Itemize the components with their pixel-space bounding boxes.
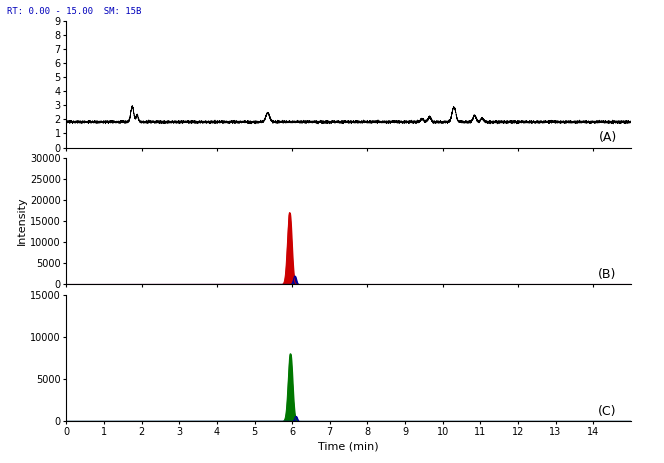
Text: (A): (A)	[598, 131, 617, 144]
X-axis label: Time (min): Time (min)	[318, 441, 379, 451]
Text: (B): (B)	[598, 268, 617, 281]
Text: (C): (C)	[598, 405, 617, 418]
Text: RT: 0.00 - 15.00  SM: 15B: RT: 0.00 - 15.00 SM: 15B	[7, 7, 141, 16]
Y-axis label: Intensity: Intensity	[17, 197, 27, 245]
